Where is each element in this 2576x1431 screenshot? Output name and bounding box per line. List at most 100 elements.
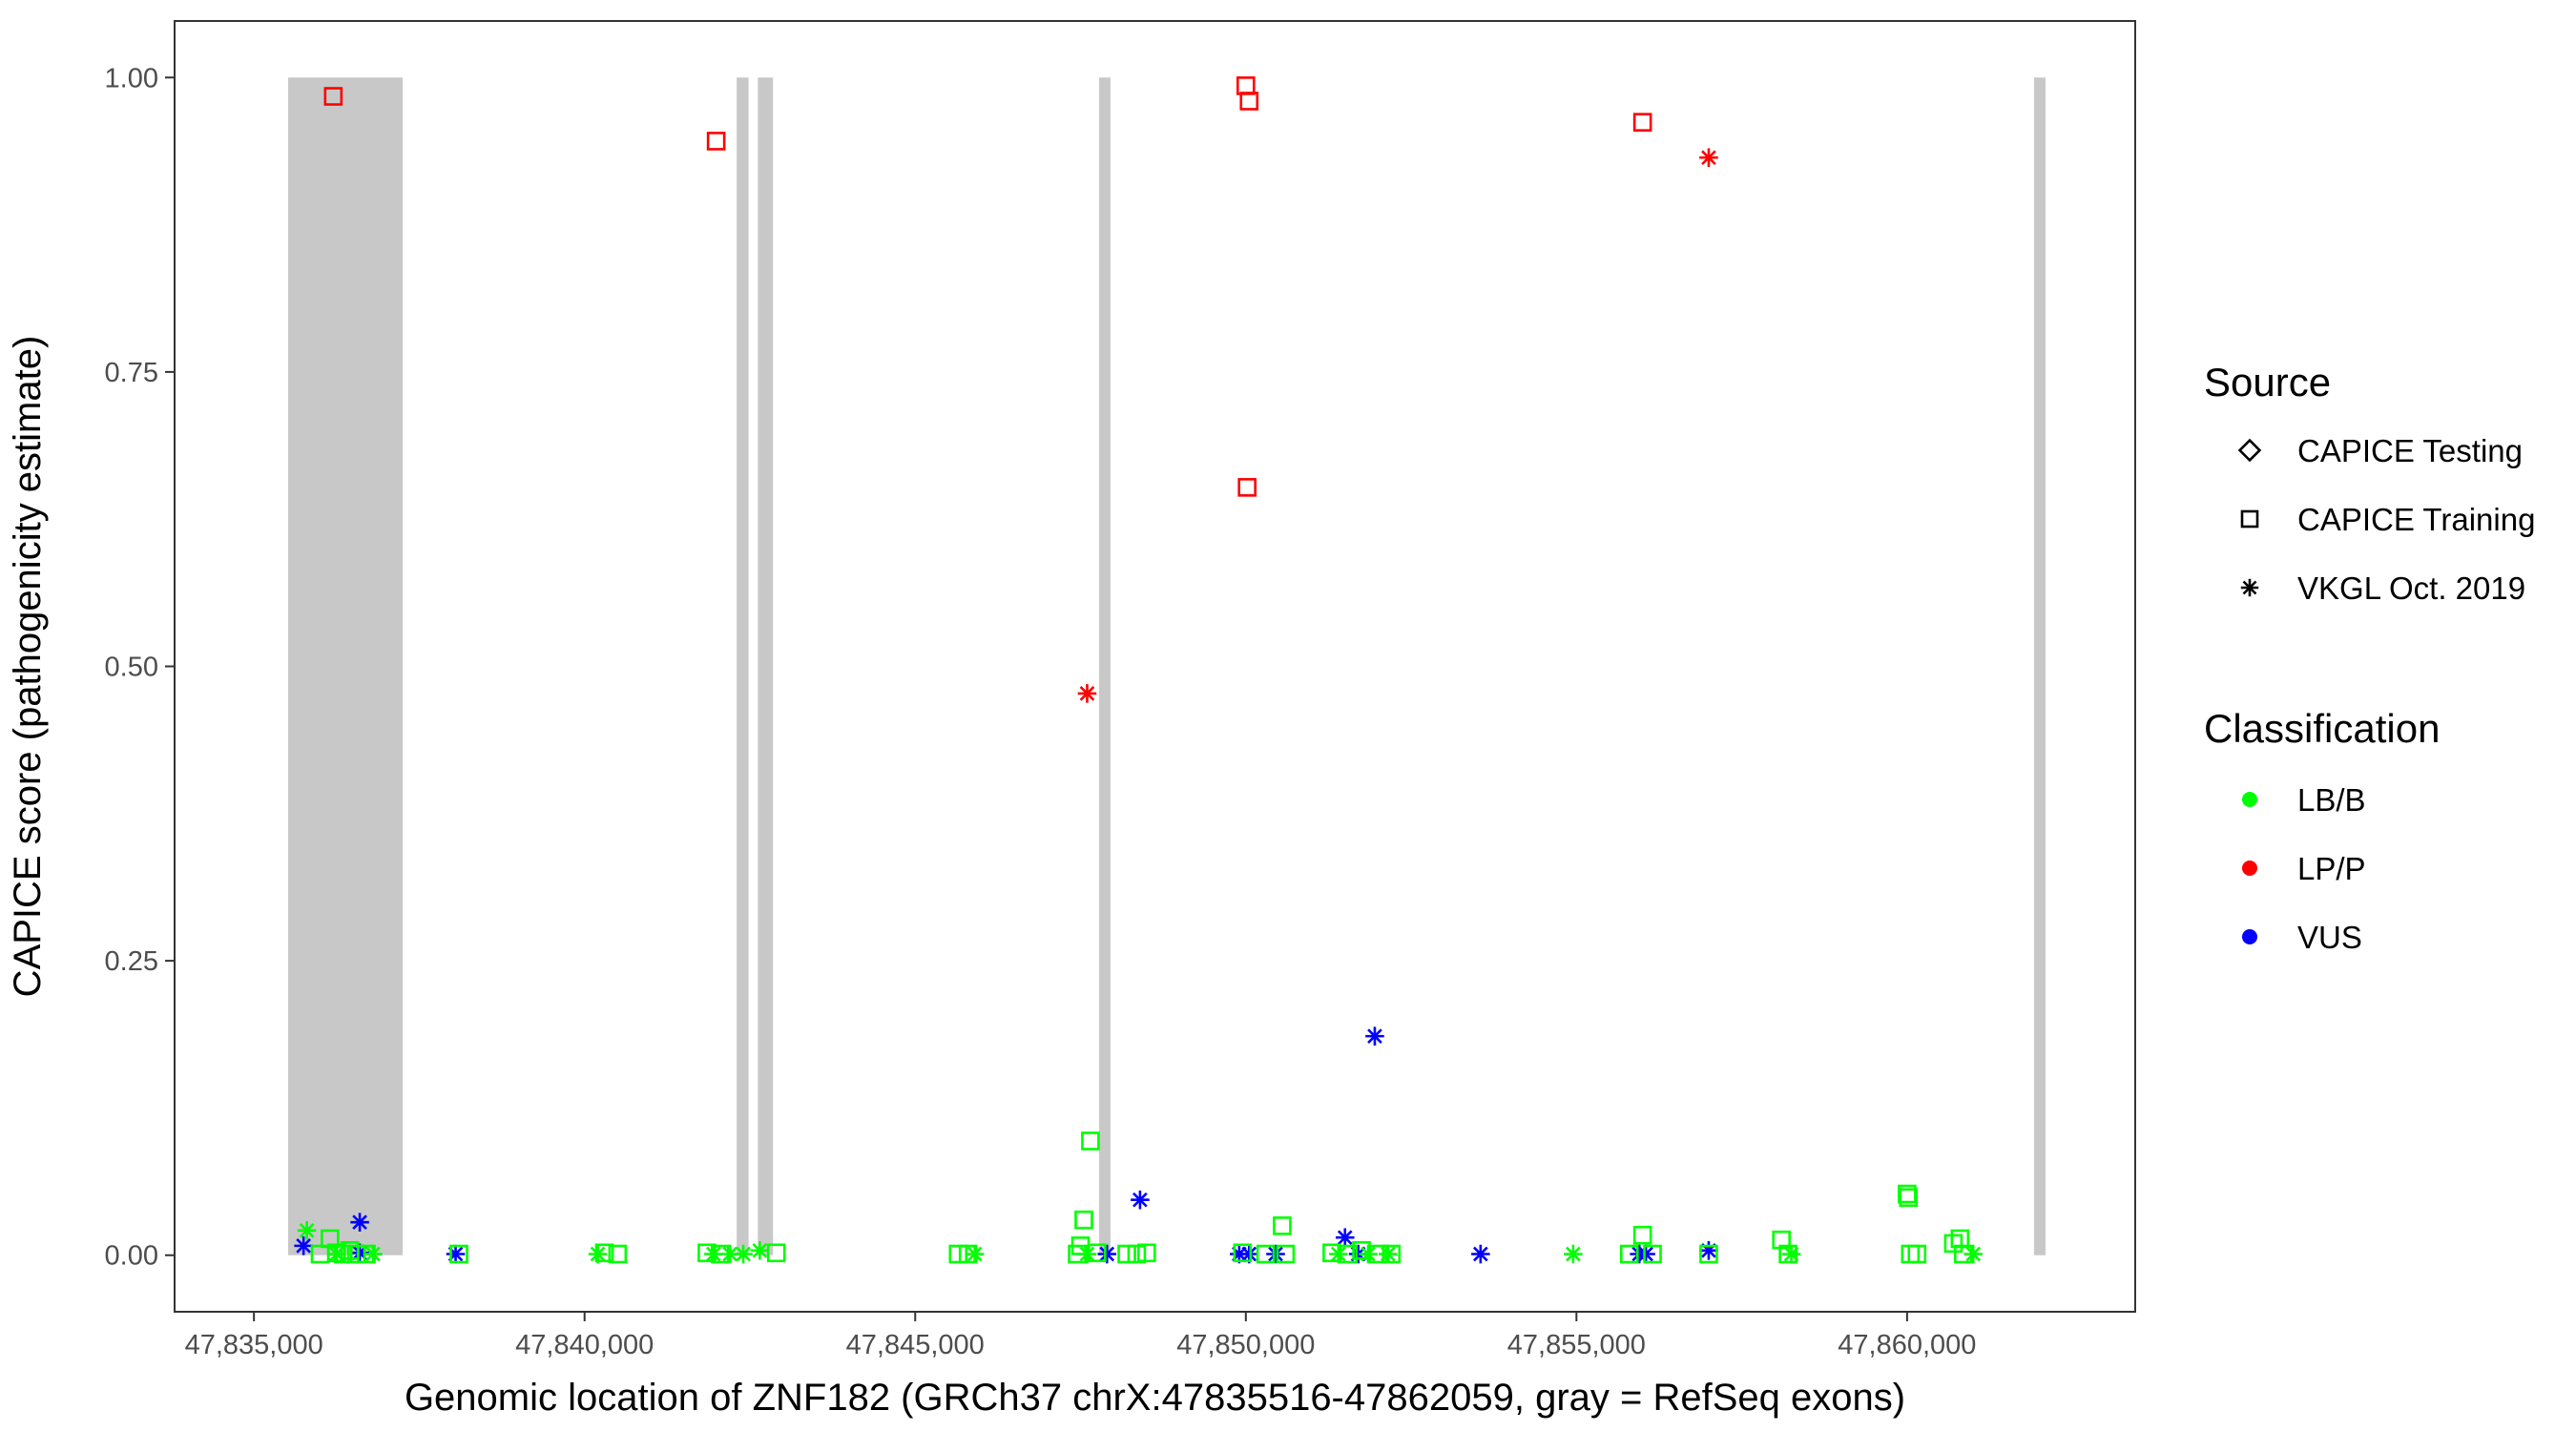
- legend-classification-label: LP/P: [2297, 851, 2366, 886]
- exon-band-5: [2033, 77, 2046, 1255]
- data-point: [734, 1244, 753, 1264]
- data-point: [1365, 1027, 1384, 1046]
- data-point: [1276, 1244, 1296, 1264]
- data-point: [1636, 1244, 1655, 1264]
- data-point: [1898, 1184, 1917, 1204]
- data-point: [1131, 1190, 1150, 1210]
- y-tick-label: 1.00: [105, 63, 158, 93]
- x-tick-label: 47,860,000: [1838, 1330, 1976, 1360]
- data-point: [1237, 478, 1257, 497]
- data-point: [1088, 1243, 1107, 1263]
- data-point: [1359, 1244, 1378, 1264]
- legend-source-title: Source: [2204, 360, 2331, 404]
- data-point: [1632, 1225, 1652, 1245]
- data-point: [750, 1241, 770, 1260]
- data-point: [1077, 1244, 1097, 1264]
- x-tick-label: 47,835,000: [185, 1330, 323, 1360]
- data-point: [1632, 113, 1652, 132]
- x-tick-label: 47,850,000: [1176, 1330, 1315, 1360]
- exon-band-4: [1098, 77, 1111, 1255]
- data-point: [948, 1244, 968, 1264]
- legend-key-dot: [2242, 929, 2257, 944]
- data-point: [1339, 1244, 1359, 1264]
- data-point: [1907, 1244, 1927, 1264]
- data-point: [323, 87, 343, 106]
- y-tick-label: 0.75: [105, 358, 158, 388]
- data-point: [1564, 1244, 1583, 1264]
- data-point: [706, 132, 726, 151]
- legend-classification: Classification LB/B LP/P VUS: [2204, 706, 2440, 955]
- x-axis: 47,835,000 47,840,000 47,845,000 47,850,000…: [185, 1312, 1976, 1360]
- x-axis-title: Genomic location of ZNF182 (GRCh37 chrX:…: [405, 1377, 1905, 1419]
- data-point: [1236, 76, 1256, 95]
- legend-source-label: CAPICE Testing: [2297, 433, 2523, 468]
- exon-band-3: [758, 77, 774, 1255]
- data-point: [608, 1244, 628, 1264]
- data-point: [1273, 1216, 1292, 1235]
- y-axis: 0.00 0.25 0.50 0.75 1.00: [105, 63, 175, 1272]
- x-tick-label: 47,855,000: [1507, 1330, 1646, 1360]
- series-vus: [294, 1027, 1718, 1264]
- y-tick-label: 0.25: [105, 946, 158, 977]
- series-lp-p: [323, 76, 1718, 703]
- data-point: [1899, 1188, 1919, 1208]
- data-point: [594, 1243, 614, 1263]
- legend-source-label: VKGL Oct. 2019: [2297, 570, 2525, 606]
- data-point: [1117, 1244, 1136, 1264]
- data-point: [1233, 1243, 1253, 1263]
- data-point: [1081, 1131, 1100, 1151]
- data-points: [294, 76, 1983, 1264]
- exon-band-2: [737, 77, 749, 1255]
- legend-key-dot: [2242, 861, 2257, 876]
- data-point: [1137, 1243, 1156, 1263]
- data-point: [364, 1244, 383, 1264]
- data-point: [297, 1221, 317, 1240]
- data-point: [1699, 1244, 1718, 1264]
- data-point: [1699, 1241, 1718, 1260]
- data-point: [1335, 1228, 1355, 1248]
- data-point: [766, 1243, 786, 1263]
- legend-key-diamond: [2237, 438, 2262, 463]
- x-tick-label: 47,845,000: [846, 1330, 985, 1360]
- data-point: [1127, 1244, 1147, 1264]
- data-point: [1329, 1244, 1348, 1264]
- data-point: [1074, 1210, 1093, 1230]
- legend-key-asterisk: [2240, 578, 2259, 597]
- data-point: [1239, 92, 1259, 111]
- data-point: [1963, 1244, 1983, 1264]
- y-axis-title: CAPICE score (pathogenicity estimate): [7, 336, 49, 998]
- data-point: [1619, 1244, 1639, 1264]
- y-tick-label: 0.00: [105, 1241, 158, 1272]
- legend-source: Source CAPICE Testing CAPICE Training VKGL…: [2204, 360, 2535, 606]
- legend-classification-label: LB/B: [2297, 782, 2366, 818]
- legend-key-square: [2240, 509, 2259, 529]
- data-point: [1256, 1244, 1276, 1264]
- series-lb-b: [297, 1131, 1983, 1264]
- data-point: [449, 1244, 468, 1264]
- exon-band-1: [287, 77, 404, 1255]
- data-point: [327, 1244, 346, 1264]
- data-point: [1077, 684, 1097, 703]
- legend-source-label: CAPICE Training: [2297, 502, 2535, 537]
- data-point: [1379, 1244, 1398, 1264]
- data-point: [294, 1236, 313, 1255]
- legend-classification-label: VUS: [2297, 920, 2362, 955]
- data-point: [446, 1244, 466, 1264]
- data-point: [704, 1244, 723, 1264]
- data-point: [321, 1229, 340, 1249]
- data-point: [1772, 1230, 1791, 1250]
- data-point: [1381, 1244, 1402, 1264]
- legend-classification-title: Classification: [2204, 706, 2440, 751]
- data-point: [1471, 1244, 1490, 1264]
- data-point: [1943, 1234, 1963, 1254]
- data-point: [1097, 1244, 1117, 1264]
- data-point: [1266, 1244, 1285, 1264]
- data-point: [350, 1213, 369, 1232]
- data-point: [1901, 1244, 1921, 1264]
- plot-panel-border: [174, 20, 2136, 1313]
- data-point: [965, 1244, 985, 1264]
- data-point: [1781, 1244, 1801, 1264]
- legend-key-dot: [2242, 792, 2257, 807]
- data-point: [1699, 148, 1718, 167]
